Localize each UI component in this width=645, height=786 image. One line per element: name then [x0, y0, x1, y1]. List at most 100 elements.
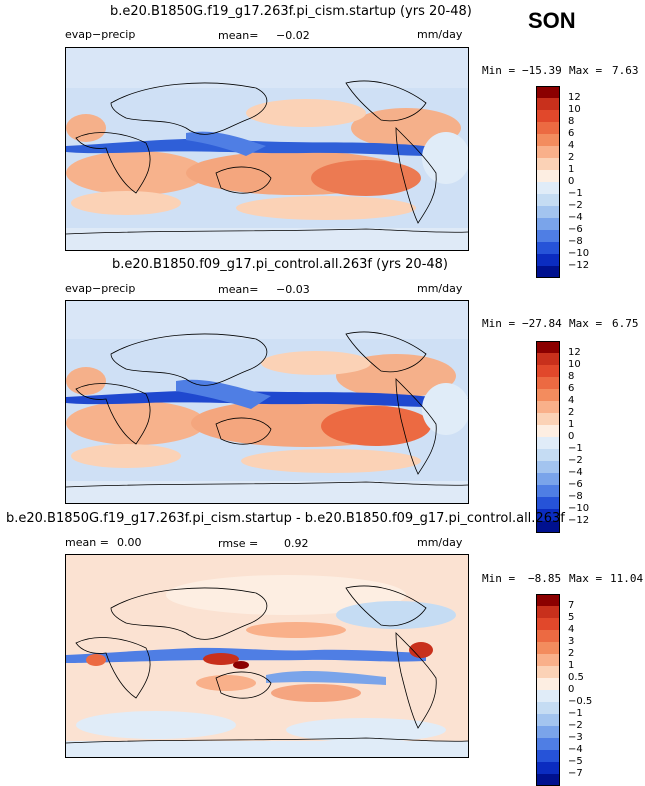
colorbar-swatch: [536, 690, 560, 702]
colorbar-swatch: [536, 365, 560, 377]
panel-1-map: [65, 47, 470, 251]
colorbar-swatch: [536, 497, 560, 509]
panel-3-max-value: 11.04: [610, 572, 644, 585]
colorbar-tick-label: −2: [568, 455, 583, 466]
colorbar-swatch: [536, 86, 560, 98]
colorbar-tick-label: 6: [568, 128, 575, 139]
colorbar-swatch: [536, 618, 560, 630]
colorbar-swatch: [536, 666, 560, 678]
colorbar-tick-label: −8: [568, 236, 583, 247]
colorbar-swatch: [536, 146, 560, 158]
colorbar-tick-label: −1: [568, 443, 583, 454]
colorbar-tick-label: −4: [568, 744, 583, 755]
colorbar-swatch: [536, 437, 560, 449]
panel-3-mean-value: 0.00: [117, 536, 142, 549]
panel-1-colorbar: [536, 86, 560, 278]
colorbar-tick-label: 12: [568, 347, 581, 358]
colorbar-tick-label: 7: [568, 600, 575, 611]
colorbar-tick-label: 0: [568, 431, 575, 442]
colorbar-swatch: [536, 726, 560, 738]
panel-3-map-field: [65, 555, 469, 757]
panel-1-max-value: 7.63: [612, 64, 639, 77]
colorbar-swatch: [536, 594, 560, 606]
panel-3-colorbar: [536, 594, 560, 786]
panel-1-map-field: [65, 48, 470, 250]
panel-1-max-label: Max =: [569, 64, 603, 77]
colorbar-swatch: [536, 630, 560, 642]
panel-2-title: b.e20.B1850.f09_g17.pi_control.all.263f …: [112, 257, 449, 272]
colorbar-swatch: [536, 774, 560, 786]
colorbar-tick-label: −7: [568, 768, 583, 779]
panel-2-map-field: [65, 301, 470, 503]
colorbar-tick-label: 0.5: [568, 672, 584, 683]
colorbar-swatch: [536, 230, 560, 242]
colorbar-tick-label: 2: [568, 407, 575, 418]
colorbar-swatch: [536, 738, 560, 750]
colorbar-swatch: [536, 485, 560, 497]
colorbar-swatch: [536, 194, 560, 206]
colorbar-tick-label: 6: [568, 383, 575, 394]
colorbar-swatch: [536, 702, 560, 714]
panel-2-min-value: −27.84: [522, 317, 562, 330]
panel-1-units: mm/day: [417, 28, 463, 41]
colorbar-swatch: [536, 413, 560, 425]
colorbar-swatch: [536, 473, 560, 485]
colorbar-tick-label: 2: [568, 648, 575, 659]
colorbar-swatch: [536, 206, 560, 218]
colorbar-swatch: [536, 122, 560, 134]
colorbar-swatch: [536, 750, 560, 762]
colorbar-swatch: [536, 425, 560, 437]
colorbar-swatch: [536, 158, 560, 170]
season-label: SON: [528, 8, 576, 33]
colorbar-tick-label: −12: [568, 260, 590, 271]
panel-3-mean-label: mean =: [65, 536, 109, 549]
colorbar-swatch: [536, 266, 560, 278]
colorbar-swatch: [536, 98, 560, 110]
colorbar-tick-label: 0: [568, 176, 575, 187]
colorbar-tick-label: 4: [568, 624, 575, 635]
colorbar-swatch: [536, 134, 560, 146]
panel-3-rmse-value: 0.92: [284, 537, 309, 550]
colorbar-swatch: [536, 401, 560, 413]
colorbar-tick-label: 8: [568, 371, 575, 382]
colorbar-tick-label: −10: [568, 503, 590, 514]
colorbar-tick-label: 8: [568, 116, 575, 127]
colorbar-tick-label: −8: [568, 491, 583, 502]
colorbar-swatch: [536, 509, 560, 521]
colorbar-swatch: [536, 110, 560, 122]
colorbar-swatch: [536, 762, 560, 774]
colorbar-swatch: [536, 449, 560, 461]
colorbar-tick-label: 0: [568, 684, 575, 695]
colorbar-swatch: [536, 714, 560, 726]
panel-2-colorbar: [536, 341, 560, 533]
panel-3-units: mm/day: [417, 536, 463, 549]
colorbar-swatch: [536, 389, 560, 401]
colorbar-tick-label: −4: [568, 467, 583, 478]
colorbar-swatch: [536, 606, 560, 618]
colorbar-tick-label: 10: [568, 359, 581, 370]
colorbar-swatch: [536, 353, 560, 365]
colorbar-swatch: [536, 461, 560, 473]
colorbar-tick-label: −1: [568, 708, 583, 719]
panel-3-min-label: Min =: [482, 572, 516, 585]
panel-1-min-label: Min =: [482, 64, 516, 77]
colorbar-tick-label: −12: [568, 515, 590, 526]
colorbar-tick-label: 1: [568, 660, 575, 671]
colorbar-tick-label: 4: [568, 140, 575, 151]
panel-3-min-value: −8.85: [528, 572, 562, 585]
colorbar-tick-label: −1: [568, 188, 583, 199]
panel-1-variable-label: evap−precip: [65, 28, 136, 41]
panel-2-units: mm/day: [417, 282, 463, 295]
panel-2-min-label: Min =: [482, 317, 516, 330]
colorbar-tick-label: 1: [568, 419, 575, 430]
panel-2-mean-label: mean=: [218, 283, 259, 296]
colorbar-swatch: [536, 521, 560, 533]
colorbar-tick-label: 5: [568, 612, 575, 623]
colorbar-tick-label: −10: [568, 248, 590, 259]
colorbar-tick-label: 2: [568, 152, 575, 163]
colorbar-swatch: [536, 341, 560, 353]
panel-2-max-value: 6.75: [612, 317, 639, 330]
colorbar-tick-label: 12: [568, 92, 581, 103]
panel-1-mean-label: mean=: [218, 29, 259, 42]
panel-2-max-label: Max =: [569, 317, 603, 330]
